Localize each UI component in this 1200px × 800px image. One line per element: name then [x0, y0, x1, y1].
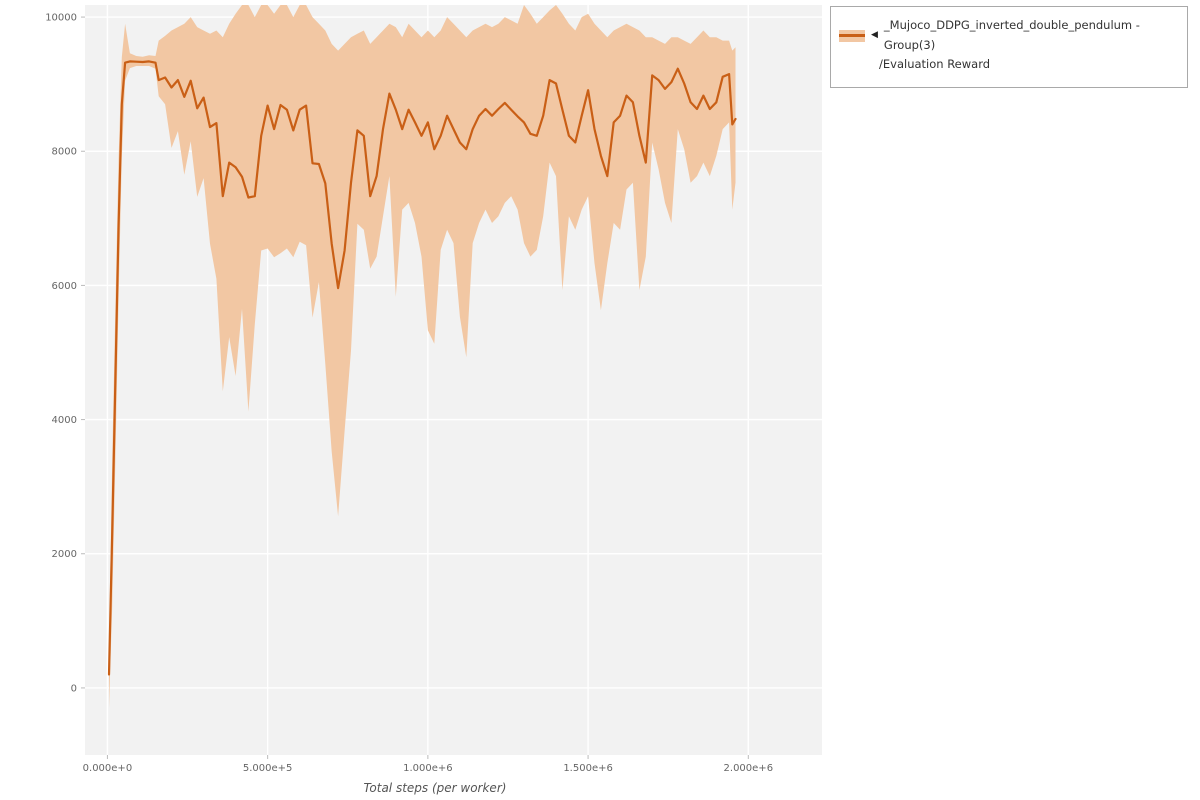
x-tick-label: 1.500e+6 — [563, 763, 613, 774]
x-tick-label: 2.000e+6 — [724, 763, 774, 774]
mean-reward-line — [107, 60, 737, 676]
x-axis-label: Total steps (per worker) — [363, 781, 507, 795]
legend-metric-name: /Evaluation Reward — [879, 57, 991, 72]
legend-collapse-icon[interactable]: ◀ — [871, 29, 878, 40]
y-tick-label: 0 — [71, 683, 77, 694]
y-tick-label: 4000 — [52, 415, 77, 426]
legend-entry: ◀ _Mujoco_DDPG_inverted_double_pendulum … — [839, 16, 1177, 55]
y-tick-label: 2000 — [52, 549, 77, 560]
legend: ◀ _Mujoco_DDPG_inverted_double_pendulum … — [830, 6, 1188, 88]
legend-swatch-line-icon — [839, 34, 865, 38]
y-tick-label: 8000 — [52, 147, 77, 158]
confidence-band — [109, 5, 736, 708]
x-tick-label: 5.000e+5 — [243, 763, 293, 774]
y-tick-label: 6000 — [52, 281, 77, 292]
legend-swatch-icon — [839, 29, 865, 42]
x-tick-label: 1.000e+6 — [403, 763, 453, 774]
legend-series-name: _Mujoco_DDPG_inverted_double_pendulum - … — [883, 18, 1140, 52]
y-tick-label: 10000 — [45, 13, 77, 24]
x-tick-label: 0.000e+0 — [83, 763, 133, 774]
